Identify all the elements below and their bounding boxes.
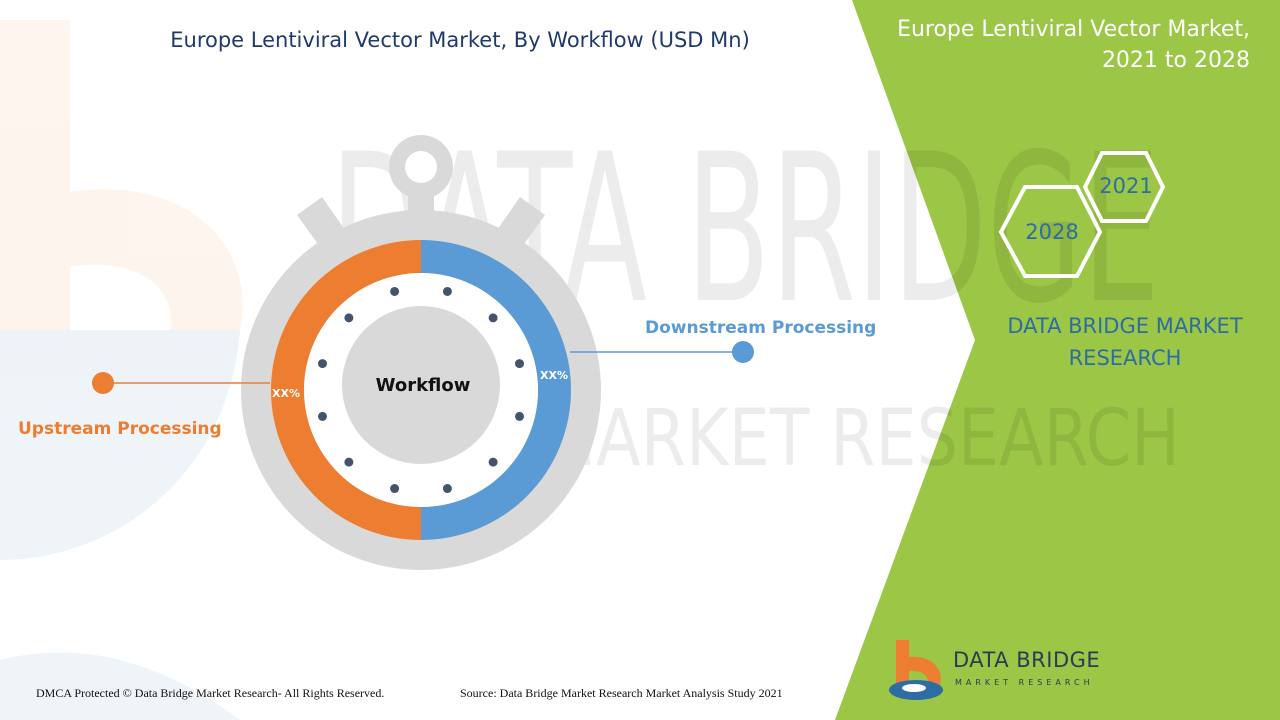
tick-dot <box>442 286 452 296</box>
tick-dot <box>488 313 498 323</box>
upstream-value-label: XX% <box>272 387 300 400</box>
donut-slice-upstream-processing <box>271 240 421 540</box>
tick-dot <box>442 484 452 494</box>
tick-dot <box>515 359 525 369</box>
upstream-processing-label: Upstream Processing <box>18 419 222 439</box>
year-start-label: 2021 <box>1099 174 1153 198</box>
logo-tagline: MARKET RESEARCH <box>955 678 1094 687</box>
hexagon-2021 <box>1082 151 1166 223</box>
donut-slice-downstream-processing <box>421 240 571 540</box>
tick-dot <box>515 411 525 421</box>
downstream-marker <box>732 341 754 363</box>
svg-text:MARKET RESEARCH: MARKET RESEARCH <box>540 394 1180 484</box>
data-bridge-logo-icon <box>889 640 943 700</box>
tick-dot <box>488 457 498 467</box>
report-title-line-2: 2021 to 2028 <box>1101 48 1250 73</box>
tick-dot <box>317 359 327 369</box>
text-watermark: DATA BRIDGE MARKET RESEARCH <box>330 111 1180 484</box>
year-end-label: 2028 <box>1025 220 1079 244</box>
copyright-notice: DMCA Protected © Data Bridge Market Rese… <box>36 686 385 700</box>
downstream-value-label: XX% <box>540 369 568 382</box>
report-title: Europe Lentiviral Vector Market, 2021 to… <box>870 14 1250 76</box>
brand-name-line-2: RESEARCH <box>1068 346 1182 370</box>
tick-dot <box>390 484 400 494</box>
green-side-panel <box>835 0 1280 720</box>
chart-title: Europe Lentiviral Vector Market, By Work… <box>170 28 750 52</box>
center-disc <box>342 306 500 464</box>
brand-name: DATA BRIDGE MARKET RESEARCH <box>985 310 1265 374</box>
source-note: Source: Data Bridge Market Research Mark… <box>460 686 783 700</box>
report-title-line-1: Europe Lentiviral Vector Market, <box>897 17 1250 42</box>
tick-dot <box>344 313 354 323</box>
brand-name-line-1: DATA BRIDGE MARKET <box>1007 314 1243 338</box>
stopwatch-ticks <box>317 286 525 494</box>
left-logo-watermark <box>0 20 243 720</box>
tick-dot <box>344 457 354 467</box>
tick-dot <box>317 411 327 421</box>
hexagon-2028 <box>998 185 1103 278</box>
upstream-marker <box>92 372 114 394</box>
logo-wordmark: DATA BRIDGE <box>953 648 1101 672</box>
workflow-donut <box>271 240 571 540</box>
donut-center-label: Workflow <box>375 375 471 396</box>
tick-dot <box>390 286 400 296</box>
stopwatch-knob-hole <box>405 151 437 183</box>
downstream-processing-label: Downstream Processing <box>645 318 877 338</box>
